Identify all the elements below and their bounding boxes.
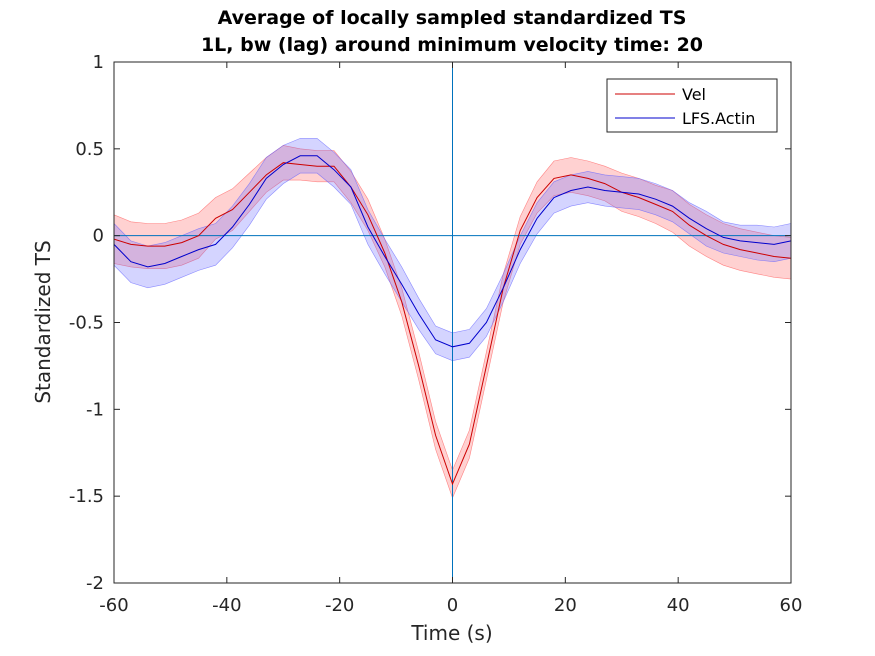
y-axis-label: Standardized TS <box>31 240 55 403</box>
legend-label-vel: Vel <box>682 85 706 104</box>
legend-label-lfs-actin: LFS.Actin <box>682 109 755 128</box>
y-tick-label: -0.5 <box>69 313 104 334</box>
plot-area <box>113 61 792 584</box>
legend-box <box>606 78 778 133</box>
series-line-vel <box>113 162 792 486</box>
y-tick-label: -2 <box>86 573 104 594</box>
x-tick-label: -60 <box>99 595 128 616</box>
x-axis-label: Time (s) <box>410 621 492 645</box>
x-tick-label: -20 <box>325 595 354 616</box>
y-tick-label: -1 <box>86 399 104 420</box>
legend: Vel LFS.Actin <box>606 78 778 133</box>
chart-title-line1: Average of locally sampled standardized … <box>218 7 687 29</box>
x-tick-label: 40 <box>667 595 690 616</box>
x-tick-label: -40 <box>212 595 241 616</box>
x-tick-label: 60 <box>780 595 803 616</box>
x-tick-label: 20 <box>554 595 577 616</box>
x-tick-label: 0 <box>447 595 458 616</box>
series-line-lfs-actin <box>113 155 792 348</box>
y-tick-label: -1.5 <box>69 486 104 507</box>
y-tick-label: 1 <box>93 52 104 73</box>
y-tick-label: 0.5 <box>75 139 104 160</box>
y-tick-label: 0 <box>93 226 104 247</box>
chart-title-line2: 1L, bw (lag) around minimum velocity tim… <box>201 34 703 56</box>
